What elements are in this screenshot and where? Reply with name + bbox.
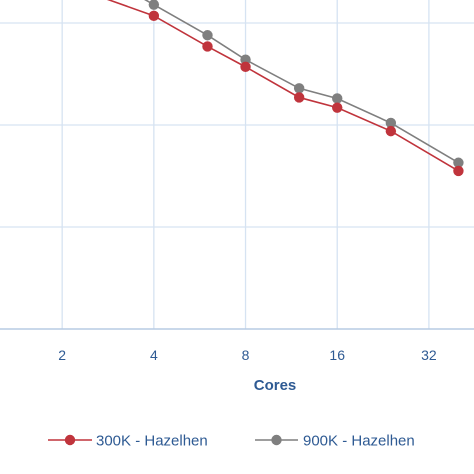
series-layer (106, 0, 464, 177)
data-point (148, 10, 160, 22)
x-axis-title: Cores (254, 377, 297, 394)
x-tick-label: 16 (329, 347, 345, 363)
series-300k-hazelhen (106, 0, 464, 177)
data-point (453, 165, 464, 177)
data-point (202, 30, 213, 41)
x-tick-label: 32 (421, 347, 437, 363)
legend: 300K - Hazelhen 900K - Hazelhen (48, 433, 415, 450)
x-tick-labels: 2 4 8 16 32 (58, 347, 437, 363)
data-point (385, 117, 397, 129)
data-point (293, 83, 305, 94)
legend-swatch-marker (64, 434, 76, 446)
x-tick-label: 8 (242, 347, 250, 363)
series-line (144, 0, 459, 164)
data-point (293, 92, 305, 103)
data-point (148, 0, 160, 10)
legend-label: 900K - Hazelhen (303, 433, 415, 450)
data-point (385, 125, 397, 137)
data-point (240, 54, 251, 65)
legend-swatch-marker (271, 434, 282, 446)
x-tick-label: 4 (150, 347, 158, 363)
legend-item: 300K - Hazelhen (48, 433, 208, 450)
legend-label: 300K - Hazelhen (96, 433, 208, 450)
series-900k-hazelhen (144, 0, 464, 168)
x-tick-label: 2 (58, 347, 66, 363)
grid-lines (0, 0, 474, 330)
series-line (106, 0, 459, 172)
data-point (332, 102, 343, 113)
legend-item: 900K - Hazelhen (255, 433, 415, 450)
data-point (202, 41, 213, 52)
data-point (332, 93, 343, 104)
data-point (453, 157, 464, 168)
data-point (240, 61, 251, 73)
